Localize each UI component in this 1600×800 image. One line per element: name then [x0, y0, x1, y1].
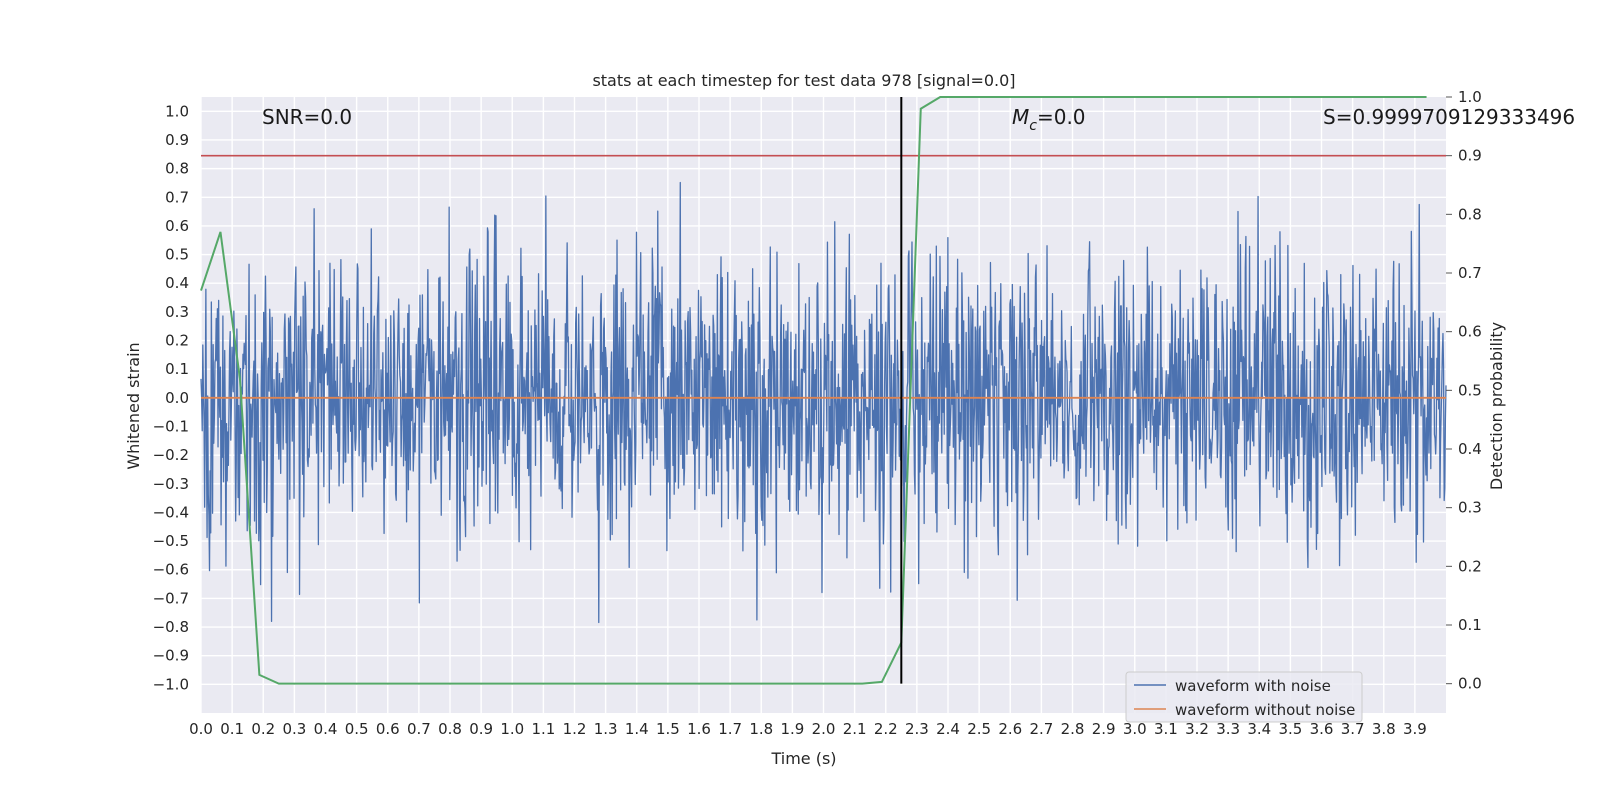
y-left-tick-label: 0.1: [165, 360, 189, 378]
x-tick-label: 3.4: [1247, 720, 1271, 738]
chirp-mass-subscript: c: [1029, 118, 1037, 134]
y-right-tick-label: 0.0: [1458, 675, 1482, 693]
y-left-tick-label: 0.8: [165, 160, 189, 178]
x-tick-label: 2.3: [905, 720, 929, 738]
x-tick-label: 3.3: [1216, 720, 1240, 738]
y-left-tick-label: 0.5: [165, 246, 189, 264]
data-layer: [200, 96, 1447, 685]
legend-label-waveform-with-noise: waveform with noise: [1175, 677, 1331, 695]
x-tick-label: 3.6: [1310, 720, 1334, 738]
x-tick-label: 1.8: [749, 720, 773, 738]
x-tick-label: 2.2: [874, 720, 898, 738]
x-tick-label: 1.6: [687, 720, 711, 738]
y-left-tick-label: 0.2: [165, 332, 189, 350]
x-tick-label: 2.6: [998, 720, 1022, 738]
y-left-tick-label: 0.9: [165, 131, 189, 149]
y-left-tick-label: −0.4: [153, 503, 189, 521]
y-axis-left-label: Whitened strain: [124, 342, 143, 469]
x-tick-label: 2.1: [843, 720, 867, 738]
x-tick-label: 3.8: [1372, 720, 1396, 738]
y-left-tick-label: −0.8: [153, 618, 189, 636]
x-axis-ticks: 0.0 0.1 0.2 0.3 0.4 0.5 0.6 0.7 0.8 0.9 1.0 1.1 1.2 1…: [189, 720, 1427, 738]
legend-box: [1125, 671, 1363, 723]
y-right-tick-label: 0.9: [1458, 147, 1482, 165]
series-detection-probability: [200, 96, 1427, 685]
chirp-mass-value: =0.0: [1037, 105, 1086, 129]
y-axis-right-ticks: 1.0 0.9 0.8 0.7 0.6 0.5 0.4 0.3 0.2 0.1 0.0: [1446, 88, 1482, 693]
chirp-mass-annotation: Mc=0.0: [1012, 105, 1086, 134]
x-tick-label: 3.7: [1341, 720, 1365, 738]
y-right-tick-label: 0.1: [1458, 616, 1482, 634]
chirp-mass-symbol: M: [1012, 105, 1029, 129]
y-left-tick-label: −0.2: [153, 446, 189, 464]
x-tick-label: 3.1: [1154, 720, 1178, 738]
y-left-tick-label: −0.7: [153, 589, 189, 607]
legend-label-waveform-without-noise: waveform without noise: [1175, 701, 1355, 719]
y-left-tick-label: −0.5: [153, 532, 189, 550]
y-axis-left-ticks: 1.0 0.9 0.8 0.7 0.6 0.5 0.4 0.3 0.2 0.1 0.0 −0.1 −0.…: [153, 102, 189, 693]
x-tick-label: 1.4: [625, 720, 649, 738]
x-tick-label: 3.2: [1185, 720, 1209, 738]
x-tick-label: 0.4: [314, 720, 338, 738]
y-left-tick-label: −0.3: [153, 475, 189, 493]
y-right-tick-label: 0.2: [1458, 557, 1482, 575]
x-tick-label: 1.7: [718, 720, 742, 738]
y-left-tick-label: 0.0: [165, 389, 189, 407]
x-tick-label: 2.7: [1029, 720, 1053, 738]
x-tick-label: 1.1: [531, 720, 555, 738]
x-tick-label: 0.2: [251, 720, 275, 738]
legend: waveform with noise waveform without noi…: [1125, 671, 1363, 723]
x-tick-label: 1.0: [500, 720, 524, 738]
y-left-tick-label: −0.9: [153, 647, 189, 665]
y-left-tick-label: −0.6: [153, 561, 189, 579]
x-tick-label: 2.9: [1092, 720, 1116, 738]
x-tick-label: 2.8: [1061, 720, 1085, 738]
x-tick-label: 1.3: [594, 720, 618, 738]
y-right-tick-label: 0.4: [1458, 440, 1482, 458]
x-tick-label: 1.9: [780, 720, 804, 738]
y-right-tick-label: 1.0: [1458, 88, 1482, 106]
x-tick-label: 3.0: [1123, 720, 1147, 738]
y-left-tick-label: 1.0: [165, 102, 189, 120]
x-tick-label: 0.6: [376, 720, 400, 738]
x-tick-label: 0.8: [438, 720, 462, 738]
score-annotation: S=0.9999709129333496: [1323, 105, 1575, 129]
y-right-tick-label: 0.3: [1458, 499, 1482, 517]
y-right-tick-label: 0.7: [1458, 264, 1482, 282]
x-tick-label: 3.9: [1403, 720, 1427, 738]
y-right-tick-label: 0.5: [1458, 381, 1482, 399]
y-left-tick-label: 0.3: [165, 303, 189, 321]
x-tick-label: 2.0: [812, 720, 836, 738]
x-tick-label: 0.3: [282, 720, 306, 738]
y-left-tick-label: −0.1: [153, 417, 189, 435]
x-tick-label: 3.5: [1278, 720, 1302, 738]
x-tick-label: 0.9: [469, 720, 493, 738]
snr-annotation: SNR=0.0: [262, 105, 352, 129]
y-left-tick-label: −1.0: [153, 675, 189, 693]
x-tick-label: 1.2: [563, 720, 587, 738]
chart-title: stats at each timestep for test data 978…: [592, 71, 1015, 90]
y-right-tick-label: 0.8: [1458, 205, 1482, 223]
x-tick-label: 0.1: [220, 720, 244, 738]
y-right-tick-label: 0.6: [1458, 323, 1482, 341]
x-tick-label: 0.5: [345, 720, 369, 738]
x-tick-label: 0.7: [407, 720, 431, 738]
x-tick-label: 1.5: [656, 720, 680, 738]
x-tick-label: 2.4: [936, 720, 960, 738]
series-waveform-with-noise: [200, 181, 1447, 624]
x-tick-label: 2.5: [967, 720, 991, 738]
y-left-tick-label: 0.4: [165, 274, 189, 292]
x-tick-label: 0.0: [189, 720, 213, 738]
x-axis-label: Time (s): [770, 749, 836, 768]
y-left-tick-label: 0.6: [165, 217, 189, 235]
y-axis-right-label: Detection probability: [1487, 322, 1506, 490]
y-left-tick-label: 0.7: [165, 188, 189, 206]
